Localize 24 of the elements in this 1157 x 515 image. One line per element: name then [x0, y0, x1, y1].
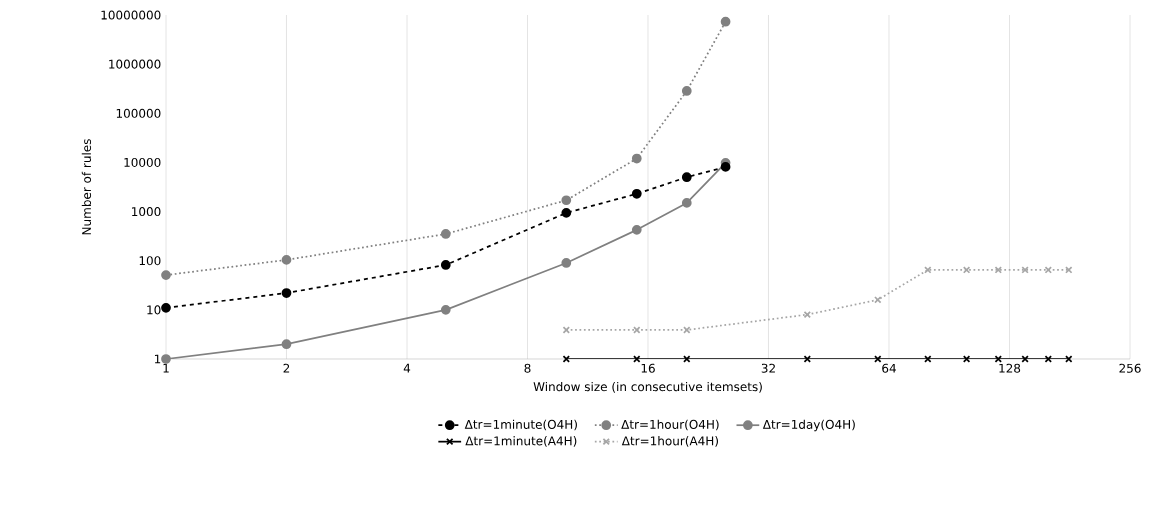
x-tick-label: 16: [641, 363, 655, 373]
y-tick-label: 100: [139, 256, 161, 266]
x-tick-label: 256: [1119, 363, 1141, 373]
y-tick-label: 1000000: [109, 59, 161, 69]
x-tick-label: 32: [761, 363, 775, 373]
legend-label: Δtr=1day(O4H): [762, 419, 855, 432]
y-tick-label: 10: [147, 305, 161, 315]
legend-label: Δtr=1minute(A4H): [465, 436, 577, 447]
x-tick-label: 2: [283, 363, 290, 373]
y-tick-label: 10000000: [101, 10, 161, 20]
y-axis-title: Number of rules: [81, 139, 92, 235]
x-tick-label: 1: [163, 363, 169, 373]
legend-label: Δtr=1hour(A4H): [621, 436, 718, 447]
y-tick-label: 100000: [116, 108, 161, 118]
x-tick-label: 128: [999, 363, 1021, 373]
x-tick-label: 4: [403, 363, 411, 373]
legend-label: Δtr=1minute(O4H): [464, 419, 577, 431]
x-tick-label: 64: [882, 363, 896, 373]
y-tick-label: 1: [154, 354, 161, 364]
x-tick-label: 8: [524, 363, 531, 373]
x-axis-title: Window size (in consecutive itemsets): [533, 381, 762, 393]
y-tick-label: 1000: [132, 207, 161, 217]
y-tick-label: 10000: [124, 157, 161, 167]
legend-label: Δtr=1hour(O4H): [621, 419, 719, 431]
